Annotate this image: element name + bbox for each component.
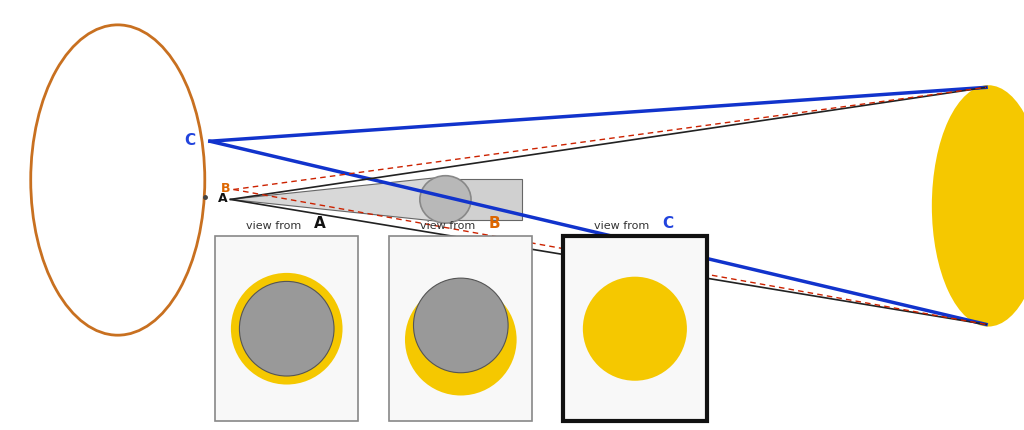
Ellipse shape (31, 26, 205, 335)
Text: view from: view from (246, 220, 308, 230)
Ellipse shape (240, 282, 334, 376)
Ellipse shape (420, 176, 471, 224)
Text: C: C (184, 132, 196, 147)
Text: A: A (314, 215, 326, 230)
Ellipse shape (583, 277, 687, 381)
Bar (215, 237, 358, 421)
Text: B: B (488, 215, 500, 230)
Ellipse shape (932, 86, 1024, 327)
Text: C: C (663, 215, 674, 230)
Text: view from: view from (420, 220, 482, 230)
Text: view from: view from (594, 220, 656, 230)
Text: B: B (221, 181, 230, 194)
Polygon shape (230, 179, 440, 221)
Ellipse shape (414, 279, 508, 373)
Polygon shape (435, 180, 522, 220)
Bar (563, 237, 707, 421)
Ellipse shape (230, 273, 343, 385)
Bar (389, 237, 532, 421)
Text: A: A (218, 191, 227, 204)
Ellipse shape (404, 284, 517, 396)
